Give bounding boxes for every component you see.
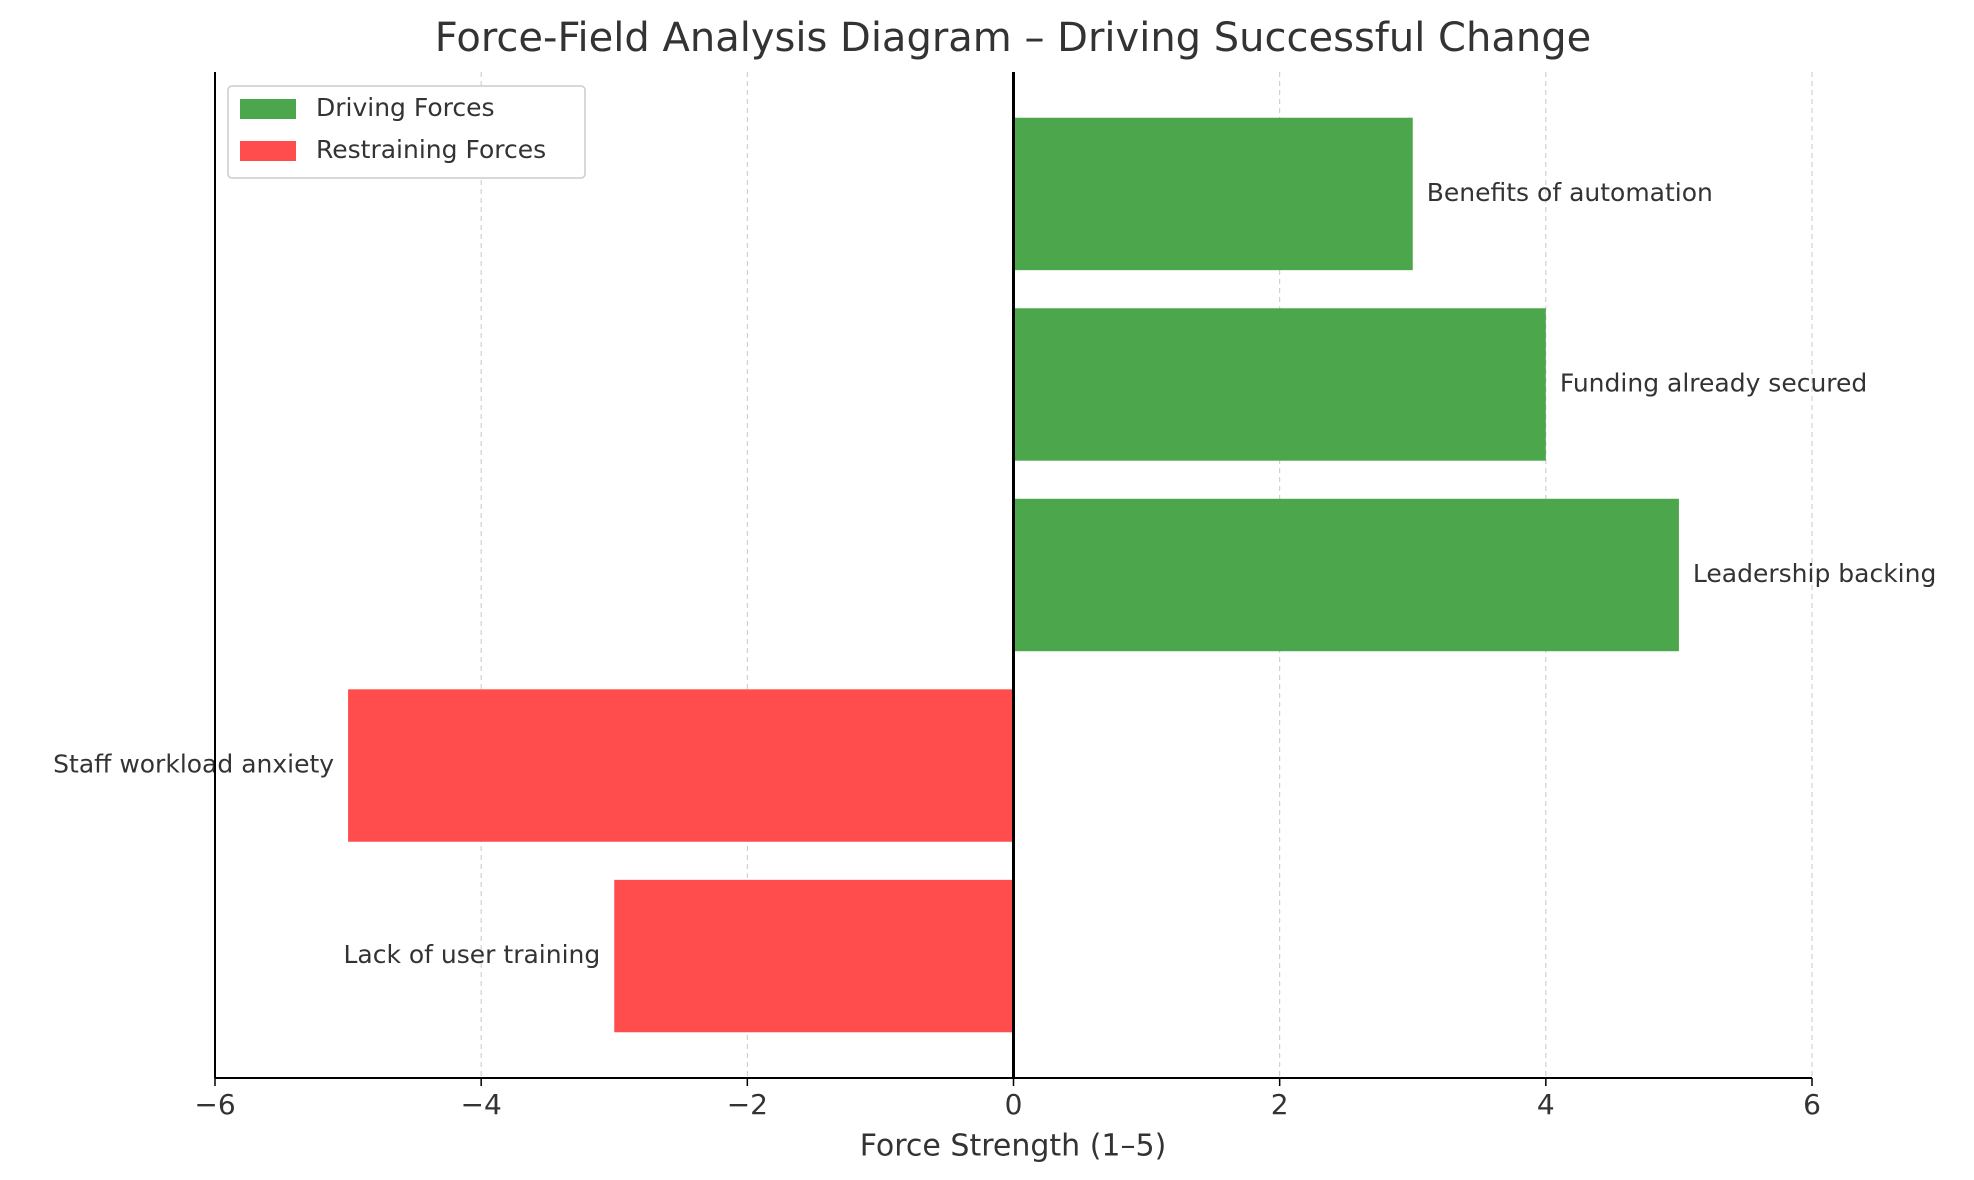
bar-label: Funding already secured — [1560, 368, 1867, 397]
bar-label: Staff workload anxiety — [53, 750, 334, 779]
bar — [1013, 498, 1679, 652]
x-tick-label: 2 — [1271, 1088, 1289, 1121]
bar — [1013, 308, 1546, 461]
legend-label: Driving Forces — [316, 93, 495, 122]
bar-label: Lack of user training — [343, 940, 600, 969]
chart-title: Force-Field Analysis Diagram – Driving S… — [435, 15, 1591, 61]
bar-label: Leadership backing — [1693, 559, 1936, 588]
bar — [348, 689, 1014, 842]
legend-swatch — [240, 141, 296, 161]
legend-label: Restraining Forces — [316, 135, 546, 164]
bar-label: Benefits of automation — [1427, 178, 1713, 207]
x-tick-label: −2 — [727, 1088, 768, 1121]
x-axis-label: Force Strength (1–5) — [860, 1129, 1167, 1164]
bar — [1013, 117, 1413, 271]
bar — [614, 879, 1014, 1033]
x-tick-label: −6 — [194, 1088, 235, 1121]
x-tick-label: 6 — [1803, 1088, 1821, 1121]
x-tick-label: 0 — [1005, 1088, 1023, 1121]
legend-box — [227, 85, 586, 179]
x-tick-label: 4 — [1537, 1088, 1555, 1121]
legend-swatch — [240, 99, 296, 119]
x-tick-label: −4 — [461, 1088, 502, 1121]
